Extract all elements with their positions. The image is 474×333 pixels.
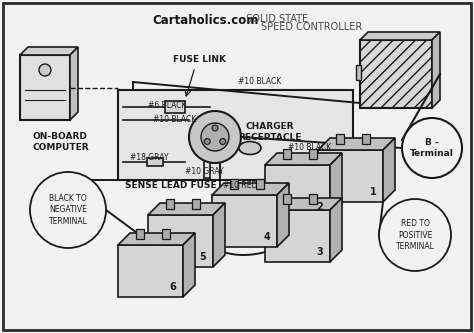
Bar xyxy=(147,158,163,166)
Polygon shape xyxy=(265,198,342,210)
Text: #10 BLACK: #10 BLACK xyxy=(153,116,196,125)
Text: SOLID STATE: SOLID STATE xyxy=(243,14,308,24)
Text: Cartaholics.com: Cartaholics.com xyxy=(152,14,258,27)
Circle shape xyxy=(201,123,229,151)
Bar xyxy=(165,101,185,113)
Bar xyxy=(336,134,344,144)
Circle shape xyxy=(220,139,226,145)
Text: B -
Terminal: B - Terminal xyxy=(410,138,454,158)
Text: #6 BLACK: #6 BLACK xyxy=(148,101,186,110)
Bar xyxy=(309,194,317,204)
Bar xyxy=(360,40,432,108)
Polygon shape xyxy=(330,198,342,262)
Circle shape xyxy=(204,139,210,145)
Polygon shape xyxy=(118,233,195,245)
Text: SENSE LEAD FUSE: SENSE LEAD FUSE xyxy=(125,180,217,189)
Polygon shape xyxy=(360,32,440,40)
Text: 5: 5 xyxy=(200,252,206,262)
Bar xyxy=(318,150,383,202)
Text: 1: 1 xyxy=(370,187,376,197)
Bar xyxy=(148,215,213,267)
Text: 4: 4 xyxy=(264,232,270,242)
Text: 6: 6 xyxy=(170,282,176,292)
Polygon shape xyxy=(213,203,225,267)
Bar xyxy=(166,199,174,209)
Polygon shape xyxy=(212,183,289,195)
Circle shape xyxy=(212,125,218,131)
Circle shape xyxy=(379,199,451,271)
Polygon shape xyxy=(148,203,225,215)
Text: RED TO
POSITIVE
TERMINAL: RED TO POSITIVE TERMINAL xyxy=(396,219,435,251)
Bar xyxy=(283,194,291,204)
Bar xyxy=(362,134,370,144)
Bar xyxy=(118,245,183,297)
Polygon shape xyxy=(432,32,440,108)
Text: 2: 2 xyxy=(317,202,323,212)
Bar xyxy=(283,149,291,159)
Text: BLACK TO
NEGATIVE
TERMINAL: BLACK TO NEGATIVE TERMINAL xyxy=(48,194,87,225)
Polygon shape xyxy=(70,47,78,120)
Polygon shape xyxy=(383,138,395,202)
Bar xyxy=(256,179,264,189)
Text: #10 BLACK: #10 BLACK xyxy=(288,144,332,153)
Text: ON-BOARD
COMPUTER: ON-BOARD COMPUTER xyxy=(33,132,90,152)
Bar xyxy=(309,149,317,159)
Bar xyxy=(118,90,353,180)
Text: #10 GRAY: #10 GRAY xyxy=(185,167,224,176)
Text: CHARGER
RECEPTACLE: CHARGER RECEPTACLE xyxy=(238,122,301,142)
Bar xyxy=(212,195,277,247)
Text: FUSE LINK: FUSE LINK xyxy=(173,56,227,65)
Ellipse shape xyxy=(239,142,261,155)
Polygon shape xyxy=(330,153,342,217)
Circle shape xyxy=(39,64,51,76)
Polygon shape xyxy=(183,233,195,297)
Bar xyxy=(162,229,170,239)
Text: #10 BLACK: #10 BLACK xyxy=(238,78,282,87)
Text: SPEED CONTROLLER: SPEED CONTROLLER xyxy=(261,22,362,32)
Bar xyxy=(136,229,144,239)
Circle shape xyxy=(189,111,241,163)
Polygon shape xyxy=(318,138,395,150)
Circle shape xyxy=(402,118,462,178)
Text: #18 GRAY: #18 GRAY xyxy=(130,154,168,163)
Bar xyxy=(265,165,330,217)
Bar xyxy=(20,55,70,120)
Circle shape xyxy=(30,172,106,248)
Bar xyxy=(265,210,330,262)
Text: 3: 3 xyxy=(317,247,323,257)
Bar xyxy=(192,199,200,209)
Polygon shape xyxy=(265,153,342,165)
Text: #10 RED: #10 RED xyxy=(223,180,257,189)
Polygon shape xyxy=(277,183,289,247)
Polygon shape xyxy=(20,47,78,55)
Bar xyxy=(230,179,238,189)
Bar xyxy=(356,65,361,80)
